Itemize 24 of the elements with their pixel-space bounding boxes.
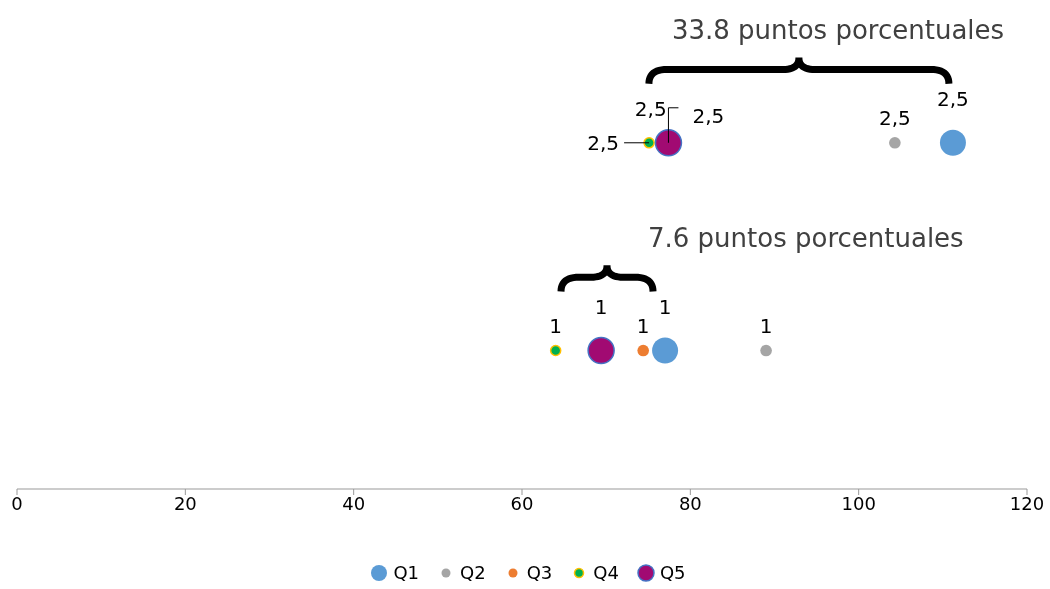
x-tick-label: 100 xyxy=(841,492,876,514)
legend-label: Q2 xyxy=(460,562,486,583)
legend-label: Q3 xyxy=(526,562,553,583)
x-tick-label: 120 xyxy=(1009,492,1045,514)
data-label: 2,5 xyxy=(692,103,725,128)
data-label: 1 xyxy=(594,294,608,319)
data-label: 2,5 xyxy=(878,105,911,130)
x-tick-label: 20 xyxy=(173,492,197,514)
data-label: 2,5 xyxy=(587,130,620,155)
legend-label: Q5 xyxy=(659,562,686,583)
annotation: 7.6 puntos porcentuales xyxy=(648,222,964,253)
data-label: 2,5 xyxy=(937,86,969,111)
x-tick-label: 0 xyxy=(11,492,23,514)
data-label: 1 xyxy=(636,313,650,338)
x-tick-label: 60 xyxy=(510,492,534,514)
legend-label: Q1 xyxy=(393,562,420,583)
data-label: 1 xyxy=(549,314,563,339)
data-label: 1 xyxy=(759,313,773,338)
text: 33.8 puntos porcentuales xyxy=(671,14,1005,45)
text: 2,5 xyxy=(634,96,667,121)
legend-label: Q4 xyxy=(593,562,619,583)
x-tick-label: 40 xyxy=(342,492,366,514)
data-label: 1 xyxy=(658,294,672,319)
x-tick-label: 80 xyxy=(678,492,702,514)
